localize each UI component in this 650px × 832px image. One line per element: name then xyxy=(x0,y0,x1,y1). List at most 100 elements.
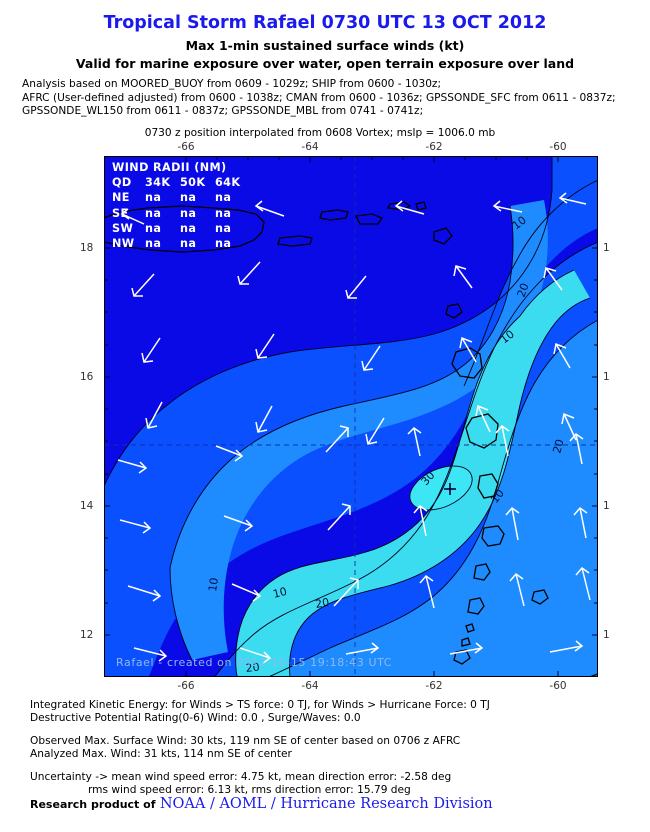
observed-max-wind: Observed Max. Surface Wind: 30 kts, 119 … xyxy=(30,734,461,747)
wind-arrow xyxy=(120,208,145,225)
uncertainty-rms: rms wind speed error: 6.13 kt, rms direc… xyxy=(88,784,411,797)
header: Tropical Storm Rafael 0730 UTC 13 OCT 20… xyxy=(0,0,650,139)
lat-right-tick-1: 1 xyxy=(603,242,610,254)
wind-field-svg: 10 10 10 10 10 20 20 20 20 30 xyxy=(104,156,598,677)
contour-label-10-center: 10 xyxy=(272,585,289,601)
wind-arrow xyxy=(141,337,161,363)
wind-arrow xyxy=(558,192,587,205)
credit-prefix: Research product of xyxy=(30,798,156,811)
fill-band-30 xyxy=(235,270,590,677)
fill-band-20 xyxy=(268,320,598,677)
coastlines xyxy=(104,201,598,677)
wind-arrow xyxy=(365,417,385,445)
wind-vectors xyxy=(117,192,591,664)
wind-arrow xyxy=(407,427,422,457)
wind-arrow xyxy=(575,566,591,601)
analysis-line-2: AFRC (User-defined adjusted) from 0600 -… xyxy=(22,91,616,104)
wind-arrow xyxy=(223,515,254,532)
wind-arrow xyxy=(345,275,367,299)
lon-top-tick-1: -66 xyxy=(177,141,195,153)
lon-bottom-tick-1: -66 xyxy=(177,680,195,692)
wind-arrow xyxy=(255,405,273,433)
fill-band-20-w xyxy=(170,200,548,660)
analyzed-max-wind: Analyzed Max. Wind: 31 kts, 114 nm SE of… xyxy=(30,748,292,761)
coastline-st-kitts xyxy=(433,227,453,245)
destructive-potential-rating: Destructive Potential Rating(0-6) Wind: … xyxy=(30,712,361,725)
coastline-st-lucia xyxy=(473,563,491,581)
research-credit: Research product of NOAA / AOML / Hurric… xyxy=(30,796,493,812)
contour-line-10c xyxy=(463,179,598,387)
wind-arrow xyxy=(419,574,435,609)
wind-arrow xyxy=(239,647,272,664)
contour-lines xyxy=(104,156,598,677)
coastline-antigua xyxy=(451,347,483,379)
contour-label-20-ne: 20 xyxy=(515,281,532,299)
lat-right-tick-2: 1 xyxy=(603,371,610,383)
wind-arrow xyxy=(127,585,162,602)
wind-arrow xyxy=(325,425,349,453)
coastline-grenadines-1 xyxy=(465,623,475,633)
coastline-puerto-rico xyxy=(104,205,265,253)
integrated-kinetic-energy: Integrated Kinetic Energy: for Winds > T… xyxy=(30,699,490,711)
plot-frame xyxy=(104,156,598,677)
wind-field-chart: 10 10 10 10 10 20 20 20 20 30 xyxy=(104,156,598,677)
coastline-grenada xyxy=(453,649,471,665)
wind-arrow xyxy=(133,647,168,662)
wind-arrow xyxy=(327,503,351,531)
wind-arrow xyxy=(549,640,584,653)
coastline-montserrat xyxy=(445,303,463,319)
coastline-vieques xyxy=(277,235,313,247)
wind-arrow xyxy=(553,342,571,369)
wind-arrow xyxy=(255,333,275,359)
wind-arrow xyxy=(492,200,523,213)
footer-statistics: Integrated Kinetic Energy: for Winds > T… xyxy=(0,699,650,806)
wind-arrow xyxy=(475,404,491,433)
subtitle-winds: Max 1-min sustained surface winds (kt) xyxy=(185,38,465,53)
coastline-st-croix xyxy=(355,213,383,225)
coastline-grenadines-2 xyxy=(461,637,471,647)
wind-arrow xyxy=(449,642,484,655)
wind-arrow xyxy=(413,504,428,537)
wind-arrow xyxy=(495,424,510,457)
coastline-st-vincent xyxy=(467,597,485,615)
wind-arrow xyxy=(145,401,163,429)
chart-watermark: Rafael - created on 2012-10-15 19:18:43 … xyxy=(116,656,393,669)
wind-arrow xyxy=(543,267,563,291)
storm-center-marker xyxy=(444,483,456,495)
lon-bottom-tick-3: -62 xyxy=(425,680,443,692)
wind-arrow xyxy=(573,506,588,539)
storm-center-crosshair xyxy=(104,156,598,677)
coastline-saba xyxy=(415,201,427,211)
lat-left-tick-3: 14 xyxy=(80,500,94,512)
coastline-barbados xyxy=(531,589,549,605)
wind-arrow xyxy=(254,200,285,217)
lat-right-tick-3: 1 xyxy=(603,500,610,512)
wind-arrow xyxy=(131,273,155,297)
contour-label-10-left: 10 xyxy=(206,577,221,593)
wind-arrow xyxy=(119,519,152,534)
coastline-guadeloupe xyxy=(465,413,499,449)
contour-line-20 xyxy=(267,319,598,677)
wind-arrow xyxy=(459,336,477,363)
coastline-st-thomas xyxy=(319,209,349,221)
vortex-position-note: 0730 z position interpolated from 0608 V… xyxy=(144,126,496,139)
contour-label-20-right: 20 xyxy=(550,438,566,455)
contour-label-20-center: 20 xyxy=(314,596,330,611)
wind-arrow xyxy=(394,200,425,215)
wind-arrow xyxy=(505,506,520,541)
wind-arrow xyxy=(231,583,262,602)
contour-labels: 10 10 10 10 10 20 20 20 20 30 xyxy=(206,214,567,675)
subtitle-exposure: Valid for marine exposure over water, op… xyxy=(75,56,575,71)
credit-organizations: NOAA / AOML / Hurricane Research Divisio… xyxy=(159,796,493,812)
lon-top-tick-2: -64 xyxy=(301,141,319,153)
contour-line-30 xyxy=(289,297,591,677)
lat-right-tick-4: 1 xyxy=(603,629,610,641)
wind-arrow xyxy=(117,459,148,474)
coastline-dominica xyxy=(477,473,499,499)
wind-arrow xyxy=(345,642,380,655)
wind-arrow xyxy=(509,572,525,607)
uncertainty-mean: Uncertainty -> mean wind speed error: 4.… xyxy=(30,770,452,783)
contour-line-10b xyxy=(104,156,553,487)
wind-arrow xyxy=(237,261,261,285)
contour-line-20b xyxy=(169,205,514,661)
